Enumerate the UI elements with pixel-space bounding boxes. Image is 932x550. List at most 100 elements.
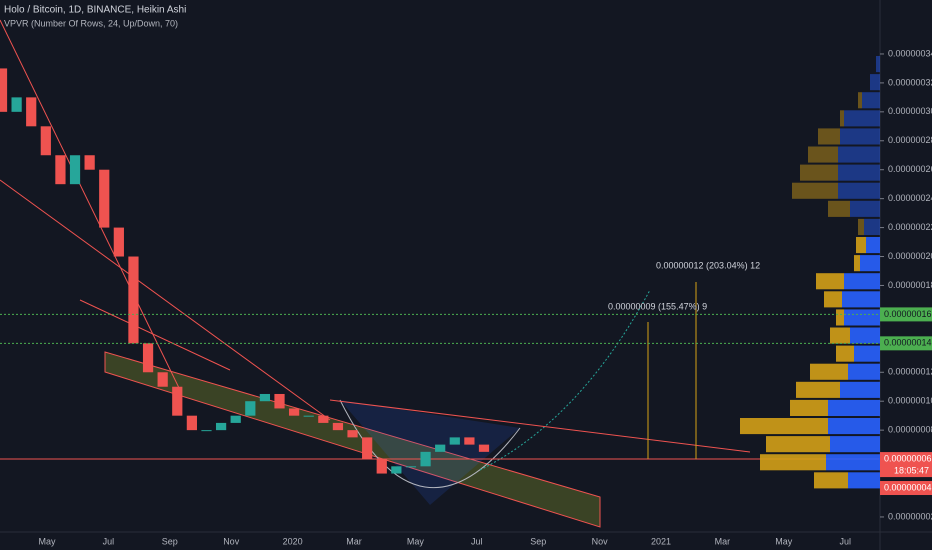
price-tag [880,452,932,467]
candle [391,466,402,474]
x-tick-label: Jul [839,536,851,546]
volume-down [808,146,838,163]
y-tick-label: 0.00000018 [888,280,932,290]
volume-down [858,218,864,235]
y-tick-label: 0.00000034 [888,48,932,58]
volume-up [854,345,880,362]
volume-down [836,345,854,362]
volume-down [810,363,848,380]
annotation: 0.00000009 (155.47%) 9 [608,301,707,311]
price-tag-label: 0.00000006 [884,453,932,463]
candle [405,466,417,468]
candle [303,415,314,417]
volume-down [840,110,844,127]
candle [172,386,183,416]
price-tag-label: 0.00000016 [884,309,932,319]
y-tick-label: 0.00000026 [888,164,932,174]
candle [362,437,373,460]
y-tick-label: 0.00000020 [888,251,932,261]
volume-down [790,399,828,416]
volume-down [828,200,850,217]
y-tick-label: 0.00000032 [888,77,932,87]
volume-down [856,237,866,254]
volume-up [862,92,880,109]
x-tick-label: May [38,536,56,546]
price-tag [880,336,932,351]
channel [104,351,601,528]
volume-down [818,128,840,145]
volume-down [830,327,850,344]
candle [113,227,124,257]
cup-curve [339,399,521,489]
volume-up [828,399,880,416]
volume-up [850,200,880,217]
volume-down [836,309,844,326]
volume-up [866,237,880,254]
candle [99,169,110,228]
price-tag [880,307,932,322]
x-tick-label: Sep [162,536,178,546]
candle [289,408,300,416]
volume-down [792,182,838,199]
candle [11,97,22,112]
volume-up [844,273,880,290]
volume-up [860,255,880,272]
volume-up [826,454,880,471]
volume-down [814,472,848,489]
volume-up [838,146,880,163]
candle [142,343,154,373]
volume-down [740,418,828,435]
volume-down [796,381,840,398]
candle [435,444,446,452]
candle [26,97,37,127]
volume-down [858,92,862,109]
volume-up [876,56,880,73]
x-tick-label: Nov [592,536,609,546]
candle [318,415,329,423]
volume-up [850,327,880,344]
candle [128,256,139,344]
x-tick-label: Jul [103,536,115,546]
trend-line [329,399,751,453]
candle [347,430,358,438]
volume-up [870,74,880,91]
candle [332,422,344,431]
trend-line [79,299,231,371]
trend-line [0,179,331,421]
volume-down [816,273,844,290]
countdown: 18:05:47 [894,465,929,475]
volume-down [824,291,842,308]
volume-up [838,164,880,181]
volume-down [800,164,838,181]
x-tick-label: May [407,536,425,546]
countdown-box [880,465,932,478]
y-tick-label: 0.00000024 [888,193,932,203]
candle [84,155,95,170]
volume-down [854,255,860,272]
x-tick-label: Mar [346,536,362,546]
volume-up [840,128,880,145]
subtitle: VPVR (Number Of Rows, 24, Up/Down, 70) [4,18,178,28]
x-tick-label: Sep [530,536,546,546]
y-tick-label: 0.00000008 [888,425,932,435]
y-tick-label: 0.00000012 [888,367,932,377]
volume-up [840,381,880,398]
volume-up [844,309,880,326]
volume-up [864,218,880,235]
x-tick-label: 2021 [651,536,671,546]
candle [230,415,241,423]
candle [0,68,8,112]
volume-up [848,363,880,380]
volume-up [828,418,880,435]
x-tick-label: May [775,536,793,546]
candle [478,444,490,452]
price-tag-label: 0.00000004 [884,482,932,492]
candle [201,430,212,432]
price-tag [880,481,932,496]
candle [274,393,285,409]
y-tick-label: 0.00000022 [888,222,932,232]
x-tick-label: Nov [223,536,240,546]
candle [40,126,51,156]
annotation: 0.00000012 (203.04%) 12 [656,260,760,270]
